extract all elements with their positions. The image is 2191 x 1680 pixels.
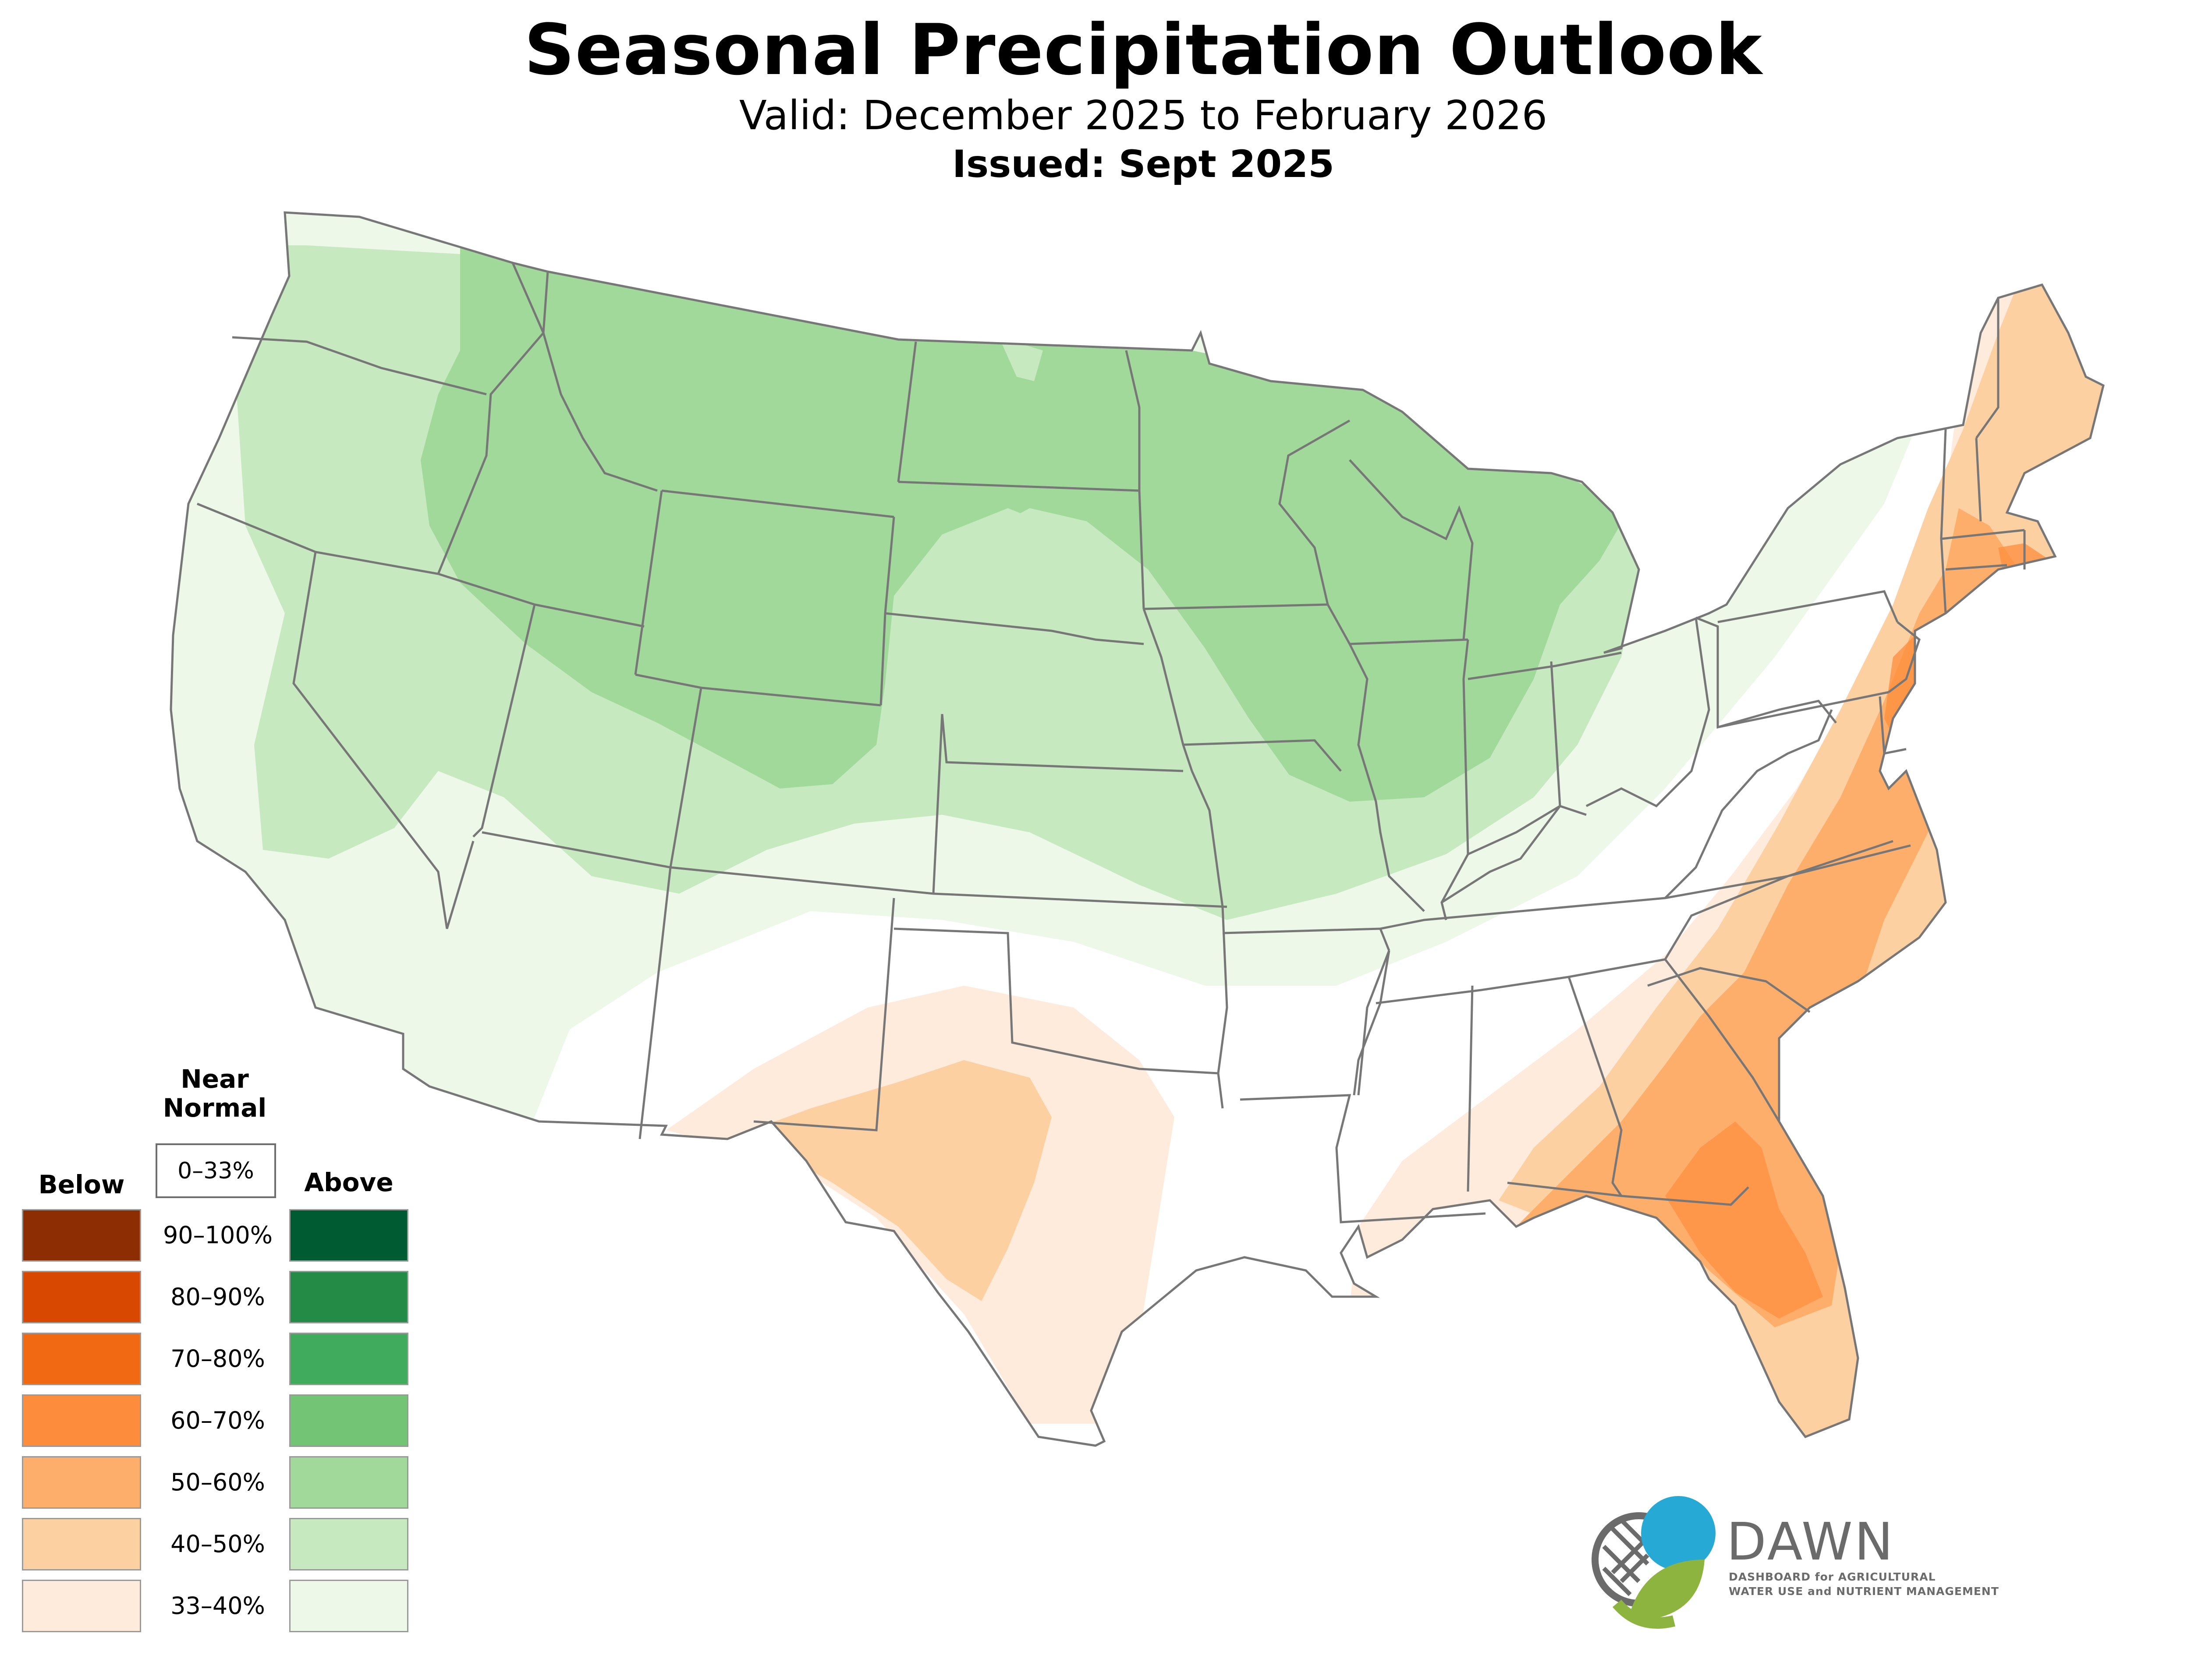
ga-fl-border xyxy=(1507,1181,1749,1206)
above-heading: Above xyxy=(304,1167,394,1197)
nc-sc-ga-border xyxy=(1647,967,1811,1013)
michigan-up xyxy=(1349,459,1474,640)
il-west xyxy=(1348,643,1425,912)
legend-range-label: 33–40% xyxy=(170,1592,265,1620)
legend-below-swatch xyxy=(22,1518,141,1570)
idaho-montana-border xyxy=(542,271,658,492)
legend-range-label: 50–60% xyxy=(170,1468,265,1496)
nj-border xyxy=(1888,621,1921,693)
logo-grid-lines xyxy=(1602,1518,1658,1596)
nd-sd-border xyxy=(898,481,1140,492)
ma-ct-border xyxy=(1941,529,2025,540)
tn-south-border xyxy=(1376,958,1666,1004)
mn-wi-border xyxy=(1278,419,1351,645)
wi-il-border xyxy=(1349,638,1468,645)
ga-sc-border xyxy=(1664,958,1780,1122)
nc-va-border xyxy=(1664,844,1911,960)
logo-tagline-2: WATER USE and NUTRIENT MANAGEMENT xyxy=(1729,1585,1999,1598)
in-oh-border xyxy=(1467,661,1561,856)
ar-la-border xyxy=(1240,1094,1486,1224)
logo-tagline-1: DASHBOARD for AGRICULTURAL xyxy=(1729,1570,1936,1583)
nm-tx-border xyxy=(753,898,895,1132)
legend-range-label: 90–100% xyxy=(163,1221,273,1249)
near-heading-line2: Normal xyxy=(163,1093,267,1123)
ut-az-border xyxy=(482,831,671,869)
ms-west xyxy=(1353,950,1390,1096)
below-40-50-texas xyxy=(727,1060,1052,1301)
above-40-50-hole-dakotas xyxy=(999,337,1043,381)
pa-south-border xyxy=(1717,691,1889,729)
legend-above-swatch xyxy=(289,1580,408,1632)
logo-green-leaf xyxy=(1630,1560,1705,1621)
legend-above-swatch xyxy=(289,1456,408,1509)
legend-above-swatch xyxy=(289,1209,408,1262)
ne-ks-border xyxy=(941,714,1184,772)
legend-range-label: 60–70% xyxy=(170,1407,265,1434)
legend-below-swatch xyxy=(22,1456,141,1509)
below-heading: Below xyxy=(38,1170,125,1199)
legend-below-swatch xyxy=(22,1209,141,1262)
va-border xyxy=(1664,709,1833,899)
near-normal-range: 0–33% xyxy=(177,1157,254,1184)
al-ga-border xyxy=(1567,976,1623,1197)
ca-nv-border xyxy=(292,552,475,929)
logo-green-arc xyxy=(1613,1599,1676,1629)
ut-nv-border xyxy=(472,604,536,838)
near-normal-heading: Near Normal xyxy=(149,1065,280,1122)
valid-period: Valid: December 2025 to February 2026 xyxy=(739,92,1548,139)
wy-west xyxy=(634,490,663,675)
wa-or-border xyxy=(232,336,487,396)
ms-al-border xyxy=(1467,985,1474,1192)
legend-below-swatch xyxy=(22,1271,141,1323)
legend-above-swatch xyxy=(289,1271,408,1323)
dakotas-east xyxy=(1125,350,1145,609)
ct-ny-border xyxy=(1945,564,2007,571)
colorado-west xyxy=(669,687,702,868)
near-normal-box: 0–33% xyxy=(156,1143,276,1198)
ia-mo-border xyxy=(1183,739,1342,772)
legend-above-swatch xyxy=(289,1394,408,1447)
mn-ia-border xyxy=(1143,603,1328,610)
above-40-50-hole-nebraska xyxy=(898,508,1424,845)
state-boundaries xyxy=(170,211,2105,1447)
mt-wy-border xyxy=(661,489,894,518)
new-england-verticals xyxy=(1975,298,2026,569)
legend-range-label: 40–50% xyxy=(170,1530,265,1558)
az-nm-border xyxy=(638,867,672,1139)
legend-below-swatch xyxy=(22,1333,141,1385)
ar-east xyxy=(1357,950,1390,1096)
legend-above-swatch xyxy=(289,1333,408,1385)
ok-east xyxy=(1191,770,1228,1074)
legend-above-swatch xyxy=(289,1518,408,1570)
legend-below-swatch xyxy=(22,1394,141,1447)
colorado-east xyxy=(932,714,943,894)
pa-ny-border xyxy=(1717,590,1899,623)
legend-range-label: 70–80% xyxy=(170,1345,265,1372)
mi-in-oh-border xyxy=(1468,651,1622,680)
legend-range-label: 80–90% xyxy=(170,1283,265,1311)
wv-border xyxy=(1695,616,1837,729)
ne-east xyxy=(1142,608,1193,771)
legend-below-swatch xyxy=(22,1580,141,1632)
sd-ne-border xyxy=(885,612,1144,645)
issued-date: Issued: Sept 2025 xyxy=(952,142,1335,186)
near-heading-line1: Near xyxy=(181,1064,249,1094)
ohio-east xyxy=(1585,617,1710,808)
de-md-border xyxy=(1879,696,1907,755)
us-outline xyxy=(170,211,2105,1447)
logo-name: DAWN xyxy=(1727,1511,1895,1572)
mt-nd-border xyxy=(897,341,917,482)
ky-north xyxy=(1441,805,1587,904)
below-60-70-florida xyxy=(1665,1121,1823,1319)
page-title: Seasonal Precipitation Outlook xyxy=(524,9,1762,91)
dawn-logo-mark xyxy=(1592,1496,1716,1629)
logo-blue-drop xyxy=(1641,1496,1716,1570)
